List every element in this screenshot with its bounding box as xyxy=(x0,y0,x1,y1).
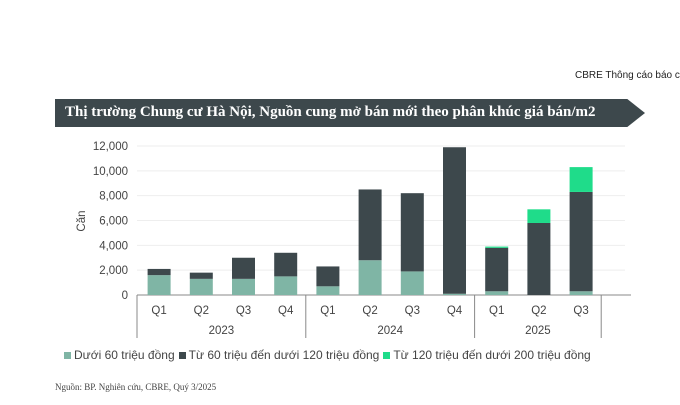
bar-segment-1 xyxy=(358,189,382,261)
x-tick-label: Q1 xyxy=(489,305,504,317)
x-tick-label: Q2 xyxy=(531,305,546,317)
bar-segment-1 xyxy=(443,147,466,294)
bar-segment-2 xyxy=(485,246,509,248)
x-group-label: 2024 xyxy=(377,325,403,337)
bar-segment-1 xyxy=(569,191,593,292)
bar-segment-1 xyxy=(147,268,171,276)
bar-segment-0 xyxy=(485,291,509,295)
y-tick-label: 10,000 xyxy=(93,166,128,178)
x-tick-label: Q4 xyxy=(447,305,463,317)
legend-swatch-0 xyxy=(64,351,71,359)
bar-segment-1 xyxy=(527,222,551,295)
legend: Dưới 60 triệu đồng Từ 60 triệu đến dưới … xyxy=(60,348,591,362)
source-note: Nguồn: BP. Nghiên cứu, CBRE, Quý 3/2025 xyxy=(55,382,217,392)
x-group-label: 2023 xyxy=(209,325,235,337)
bar-segment-0 xyxy=(274,276,298,295)
x-tick-label: Q3 xyxy=(405,305,420,317)
bar-segment-0 xyxy=(400,271,424,295)
bar-segment-2 xyxy=(569,167,593,192)
legend-label-0: Dưới 60 triệu đồng xyxy=(74,348,175,362)
bar-segment-2 xyxy=(527,209,551,223)
document-header: CBRE Thông cáo báo c xyxy=(575,70,680,81)
x-tick-label: Q3 xyxy=(236,305,251,317)
bar-segment-1 xyxy=(485,247,509,292)
x-tick-label: Q3 xyxy=(573,305,588,317)
y-tick-label: 2,000 xyxy=(99,265,128,277)
legend-swatch-1 xyxy=(178,351,186,359)
bar-segment-0 xyxy=(569,291,593,295)
bar-segment-0 xyxy=(232,278,255,295)
y-tick-label: 6,000 xyxy=(99,216,128,228)
x-tick-label: Q2 xyxy=(362,305,377,317)
bar-segment-1 xyxy=(189,272,213,279)
x-group-label: 2025 xyxy=(525,325,551,337)
chart-title: Thị trường Chung cư Hà Nội, Nguồn cung m… xyxy=(65,104,596,120)
y-tick-label: 0 xyxy=(122,290,128,302)
legend-swatch-2 xyxy=(383,351,391,359)
x-tick-label: Q2 xyxy=(194,305,209,317)
bar-segment-0 xyxy=(443,293,466,295)
x-tick-label: Q1 xyxy=(151,305,166,317)
x-tick-label: Q1 xyxy=(320,305,335,317)
bar-segment-0 xyxy=(358,260,382,295)
bar-segment-1 xyxy=(316,266,340,287)
x-tick-label: Q4 xyxy=(278,305,294,317)
bar-segment-0 xyxy=(189,278,213,295)
chart-title-banner: Thị trường Chung cư Hà Nội, Nguồn cung m… xyxy=(55,99,645,127)
bar-segment-1 xyxy=(274,252,298,277)
bar-segment-0 xyxy=(147,275,171,295)
bar-segment-0 xyxy=(316,286,340,295)
legend-label-2: Từ 120 triệu đến dưới 200 triệu đồng xyxy=(393,348,591,362)
y-tick-label: 8,000 xyxy=(99,191,128,203)
bar-segment-1 xyxy=(232,257,255,279)
y-tick-label: 4,000 xyxy=(99,240,128,252)
legend-label-1: Từ 60 triệu đến dưới 120 triệu đồng xyxy=(188,348,380,362)
y-tick-label: 12,000 xyxy=(93,141,128,153)
y-axis-label: Căn xyxy=(76,210,88,231)
bar-segment-1 xyxy=(400,193,424,272)
